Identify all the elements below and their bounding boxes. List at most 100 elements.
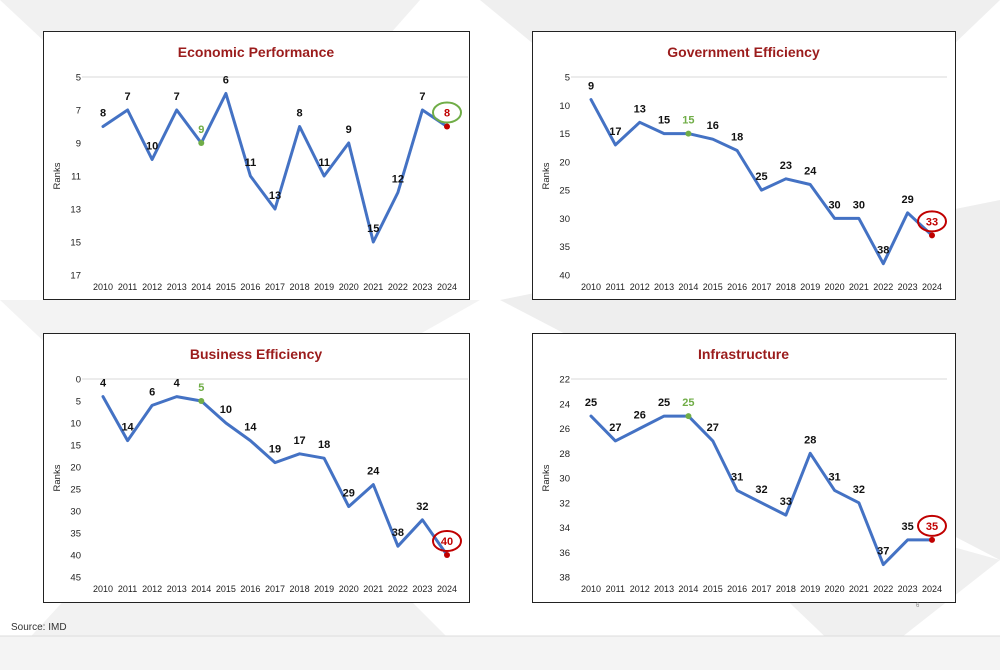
- data-label: 29: [343, 488, 355, 500]
- x-tick-label: 2021: [363, 584, 383, 594]
- x-tick-label: 2013: [167, 584, 187, 594]
- x-tick-label: 2019: [314, 282, 334, 292]
- data-label: 9: [588, 81, 594, 93]
- x-tick-label: 2013: [654, 584, 674, 594]
- y-tick-label: 5: [76, 397, 81, 408]
- data-label: 37: [877, 546, 889, 558]
- data-label: 32: [853, 484, 865, 496]
- data-point-highlight-green: [685, 413, 692, 420]
- x-tick-label: 2023: [898, 584, 918, 594]
- y-axis-title: Ranks: [541, 464, 552, 491]
- highlight-ring: [432, 101, 462, 124]
- x-tick-label: 2014: [678, 584, 698, 594]
- source-note: Source: IMD: [11, 622, 67, 633]
- data-label: 25: [755, 171, 767, 183]
- y-tick-label: 22: [559, 375, 570, 386]
- x-tick-label: 2020: [825, 584, 845, 594]
- highlight-ring: [432, 530, 462, 552]
- data-label: 25: [658, 397, 670, 409]
- y-tick-label: 9: [76, 139, 81, 150]
- chart-title: Economic Performance: [178, 44, 335, 60]
- x-tick-label: 2019: [800, 282, 820, 292]
- x-tick-label: 2021: [849, 282, 869, 292]
- data-label-current: 40: [441, 536, 453, 548]
- series-line: [101, 395, 449, 557]
- data-label: 30: [828, 199, 840, 211]
- x-tick-label: 2016: [240, 282, 260, 292]
- x-tick-label: 2024: [437, 282, 457, 292]
- x-tick-label: 2015: [703, 584, 723, 594]
- data-label: 24: [367, 466, 380, 478]
- chart-svg: Infrastructure 22 24 26 28 30 32 34 36 38 Ranks 201…: [541, 346, 947, 594]
- data-label: 13: [269, 190, 281, 202]
- x-tick-label: 2022: [388, 282, 408, 292]
- data-label: 7: [125, 91, 131, 103]
- data-label-current: 35: [926, 521, 938, 533]
- y-tick-label: 36: [559, 548, 570, 559]
- highlight-ring: [917, 514, 947, 537]
- y-tick-label: 40: [70, 551, 81, 562]
- y-tick-label: 20: [559, 157, 570, 168]
- x-tick-label: 2021: [363, 282, 383, 292]
- data-label: 38: [877, 245, 889, 257]
- data-label: 14: [244, 422, 257, 434]
- x-tick-label: 2022: [873, 584, 893, 594]
- data-label: 16: [707, 120, 719, 132]
- data-point-last: [929, 232, 935, 239]
- data-label: 26: [634, 410, 646, 422]
- data-point-highlight-green: [198, 398, 205, 404]
- data-label: 4: [174, 378, 181, 390]
- data-label: 28: [804, 434, 816, 446]
- y-tick-label: 30: [559, 214, 570, 225]
- chart-title: Infrastructure: [698, 346, 789, 362]
- y-tick-label: 32: [559, 498, 570, 509]
- y-tick-label: 40: [559, 271, 570, 282]
- data-label-current: 8: [444, 108, 450, 120]
- data-label: 29: [902, 194, 914, 206]
- x-tick-label: 2023: [412, 584, 432, 594]
- y-tick-label: 30: [559, 474, 570, 485]
- chart-panel-economic-performance: Economic Performance 5 7 9 11 13 15 17 Ranks 2010…: [43, 31, 470, 300]
- data-point-last: [444, 123, 450, 130]
- data-label: 12: [392, 174, 404, 186]
- data-label: 8: [100, 108, 106, 120]
- y-tick-label: 35: [70, 529, 81, 540]
- x-tick-label: 2023: [412, 282, 432, 292]
- x-tick-label: 2018: [776, 584, 796, 594]
- x-tick-label: 2019: [800, 584, 820, 594]
- y-tick-label: 5: [76, 73, 81, 84]
- chart-panel-business-efficiency: Business Efficiency 0 5 10 15 20 25 30 35 40 45 Ran…: [43, 333, 470, 603]
- y-tick-label: 5: [565, 73, 570, 84]
- data-label: 35: [902, 521, 914, 533]
- x-tick-label: 2015: [216, 584, 236, 594]
- x-tick-label: 2010: [93, 282, 113, 292]
- x-tick-label: 2016: [727, 282, 747, 292]
- x-tick-label: 2017: [265, 584, 285, 594]
- x-tick-label: 2017: [265, 282, 285, 292]
- y-tick-label: 34: [559, 523, 570, 534]
- x-tick-label: 2020: [825, 282, 845, 292]
- x-tick-label: 2024: [922, 584, 942, 594]
- x-tick-label: 2019: [314, 584, 334, 594]
- data-label: 23: [780, 160, 792, 172]
- y-tick-label: 15: [559, 129, 570, 140]
- data-label: 14: [121, 422, 134, 434]
- y-tick-label: 38: [559, 573, 570, 584]
- highlight-ring: [917, 210, 947, 233]
- data-label: 8: [297, 108, 303, 120]
- x-tick-label: 2016: [240, 584, 260, 594]
- data-point-last: [929, 536, 935, 543]
- data-label: 18: [731, 132, 743, 144]
- x-tick-label: 2013: [167, 282, 187, 292]
- y-axis-title: Ranks: [541, 162, 552, 189]
- y-tick-label: 35: [559, 242, 570, 253]
- data-label: 30: [853, 199, 865, 211]
- x-tick-label: 2012: [630, 584, 650, 594]
- data-point-last: [444, 552, 450, 558]
- x-tick-label: 2011: [606, 282, 625, 292]
- chart-title: Government Efficiency: [667, 44, 820, 60]
- x-tick-label: 2011: [606, 584, 625, 594]
- series-line: [101, 92, 449, 244]
- data-label: 18: [318, 439, 330, 451]
- y-tick-label: 20: [70, 463, 81, 474]
